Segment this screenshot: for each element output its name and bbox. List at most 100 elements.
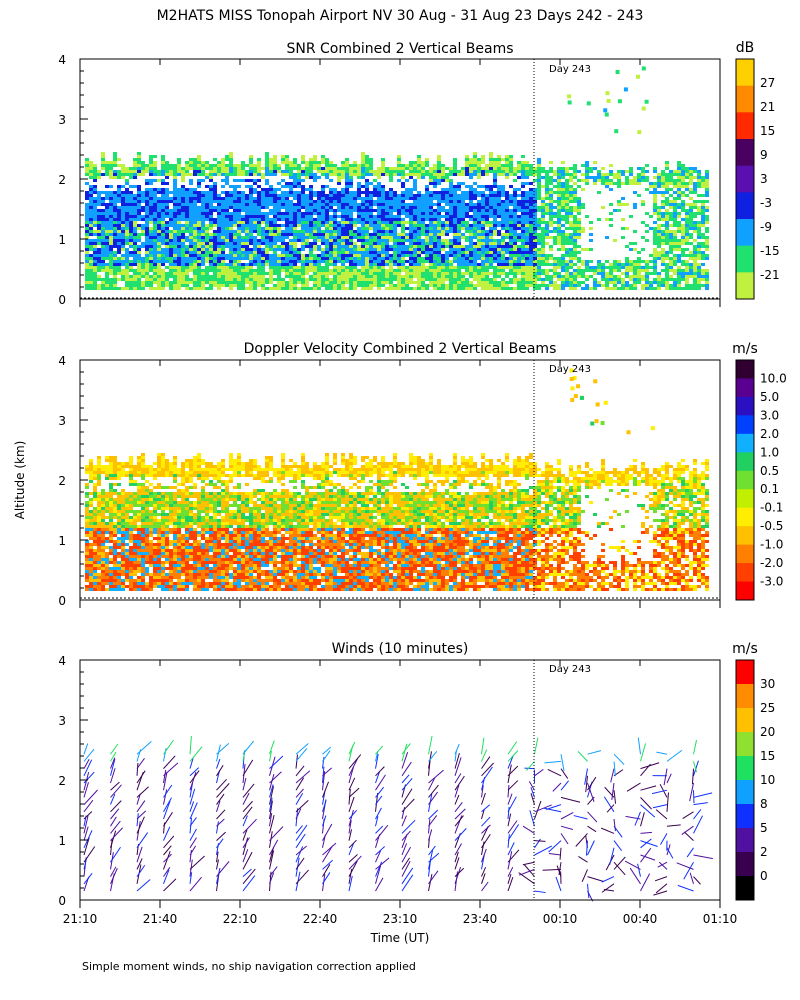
heatmap-cell (173, 227, 177, 230)
heatmap-cell (345, 260, 349, 263)
heatmap-cell (225, 230, 229, 233)
heatmap-cell (605, 260, 609, 263)
heatmap-cell (637, 173, 641, 176)
heatmap-cell (277, 170, 281, 173)
heatmap-cell (609, 212, 613, 215)
heatmap-cell (261, 278, 265, 281)
heatmap-cell (465, 203, 469, 206)
heatmap-cell (285, 173, 289, 176)
heatmap-cell (449, 242, 453, 245)
heatmap-cell (241, 161, 245, 164)
heatmap-cell (293, 185, 297, 188)
heatmap-cell (341, 236, 345, 239)
heatmap-cell (581, 272, 585, 275)
heatmap-cell (137, 161, 141, 164)
heatmap-cell (313, 278, 317, 281)
heatmap-cell (521, 200, 525, 203)
heatmap-cell (377, 173, 381, 176)
heatmap-cell (377, 278, 381, 281)
heatmap-cell (397, 281, 401, 284)
heatmap-cell (253, 242, 257, 245)
heatmap-cell (329, 164, 333, 167)
heatmap-cell (365, 170, 369, 173)
heatmap-cell (645, 278, 649, 281)
heatmap-cell (265, 158, 269, 161)
heatmap-cell (217, 218, 221, 221)
heatmap-cell (137, 266, 141, 269)
heatmap-cell (553, 260, 557, 263)
heatmap-cell (609, 170, 613, 173)
heatmap-cell (289, 260, 293, 263)
heatmap-cell (217, 242, 221, 245)
heatmap-cell (157, 200, 161, 203)
heatmap-cell (445, 275, 449, 278)
heatmap-cell (113, 272, 117, 275)
heatmap-cell (485, 212, 489, 215)
heatmap-cell (525, 260, 529, 263)
heatmap-cell (653, 260, 657, 263)
heatmap-cell (161, 203, 165, 206)
heatmap-cell (325, 158, 329, 161)
heatmap-cell (461, 260, 465, 263)
heatmap-cell (501, 167, 505, 170)
heatmap-cell (489, 266, 493, 269)
heatmap-cell (285, 254, 289, 257)
heatmap-cell (489, 194, 493, 197)
heatmap-cell (149, 173, 153, 176)
heatmap-cell (497, 284, 501, 287)
snr-title: SNR Combined 2 Vertical Beams (286, 41, 513, 57)
heatmap-cell (385, 233, 389, 236)
heatmap-cell (629, 215, 633, 218)
heatmap-cell (437, 257, 441, 260)
heatmap-cell (169, 212, 173, 215)
heatmap-cell (101, 251, 105, 254)
heatmap-cell (381, 170, 385, 173)
heatmap-cell (465, 236, 469, 239)
heatmap-cell (457, 185, 461, 188)
heatmap-cell (313, 245, 317, 248)
heatmap-cell (185, 275, 189, 278)
heatmap-cell (341, 194, 345, 197)
heatmap-cell (161, 263, 165, 266)
heatmap-cell (641, 176, 645, 179)
heatmap-cell (513, 260, 517, 263)
heatmap-cell (145, 182, 149, 185)
heatmap-cell (381, 236, 385, 239)
heatmap-cell (213, 248, 217, 251)
heatmap-cell (537, 197, 541, 200)
heatmap-cell (293, 260, 297, 263)
heatmap-cell (573, 173, 577, 176)
heatmap-cell (229, 269, 233, 272)
heatmap-cell (285, 218, 289, 221)
heatmap-cell (373, 200, 377, 203)
heatmap-cell (397, 233, 401, 236)
heatmap-cell (409, 272, 413, 275)
heatmap-cell (189, 278, 193, 281)
heatmap-cell (637, 263, 641, 266)
heatmap-cell (437, 203, 441, 206)
heatmap-cell (149, 200, 153, 203)
heatmap-cell (241, 200, 245, 203)
heatmap-cell (449, 245, 453, 248)
heatmap-cell (529, 254, 533, 257)
heatmap-cell (265, 212, 269, 215)
heatmap-cell (453, 227, 457, 230)
heatmap-cell (165, 209, 169, 212)
heatmap-cell (433, 263, 437, 266)
heatmap-cell (225, 194, 229, 197)
heatmap-cell (145, 263, 149, 266)
heatmap-cell (537, 224, 541, 227)
heatmap-cell (585, 170, 589, 173)
heatmap-cell (441, 233, 445, 236)
heatmap-cell (321, 230, 325, 233)
heatmap-cell (245, 251, 249, 254)
heatmap-cell (273, 167, 277, 170)
heatmap-cell (481, 269, 485, 272)
heatmap-cell (305, 209, 309, 212)
heatmap-cell (417, 200, 421, 203)
heatmap-cell (121, 254, 125, 257)
heatmap-cell (349, 278, 353, 281)
heatmap-cell (145, 281, 149, 284)
heatmap-cell (641, 170, 645, 173)
heatmap-cell (453, 281, 457, 284)
